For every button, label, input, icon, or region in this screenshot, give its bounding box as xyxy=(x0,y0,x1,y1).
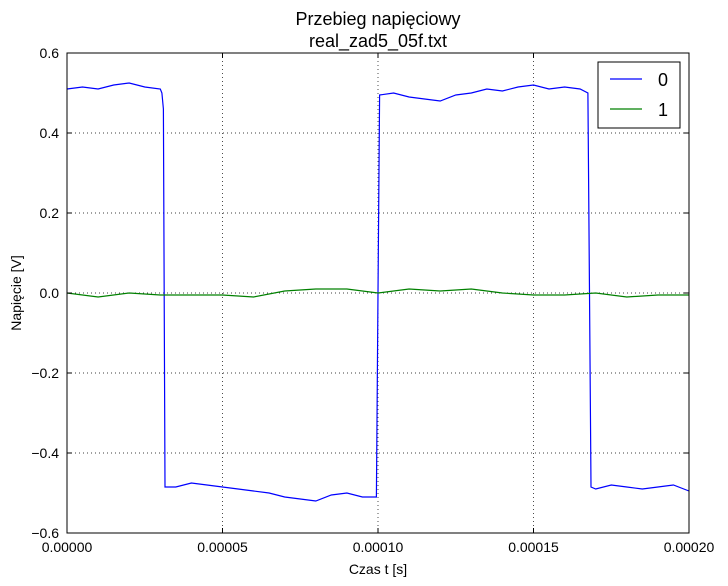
x-tick-label: 0.00020 xyxy=(664,539,715,555)
y-tick-label: 0.2 xyxy=(40,205,60,221)
y-tick-label: 0.0 xyxy=(40,285,60,301)
legend-box xyxy=(597,61,681,129)
x-tick-label: 0.00005 xyxy=(197,539,248,555)
y-tick-label: 0.6 xyxy=(40,45,60,61)
y-tick-label: −0.2 xyxy=(31,365,59,381)
y-tick-label: −0.6 xyxy=(31,525,59,541)
y-axis-label: Napięcie [V] xyxy=(8,255,24,330)
series-line-1 xyxy=(66,288,689,298)
legend-label-0: 0 xyxy=(658,70,668,90)
y-tick-label: −0.4 xyxy=(31,445,59,461)
chart-subtitle: real_zad5_05f.txt xyxy=(309,31,447,52)
axis-ticks: 0.00000 0.00005 0.00010 0.00015 0.00020 −0.6 −… xyxy=(31,45,714,555)
x-axis-label: Czas t [s] xyxy=(349,561,407,577)
x-tick-label: 0.00010 xyxy=(353,539,404,555)
x-tick-label: 0.00000 xyxy=(42,539,93,555)
chart-title: Przebieg napięciowy xyxy=(295,9,460,29)
plot-frame xyxy=(66,52,690,534)
legend: 01 xyxy=(597,61,681,129)
series-group xyxy=(66,82,690,502)
legend-label-1: 1 xyxy=(658,100,668,120)
x-tick-label: 0.00015 xyxy=(508,539,559,555)
y-tick-label: 0.4 xyxy=(40,125,60,141)
